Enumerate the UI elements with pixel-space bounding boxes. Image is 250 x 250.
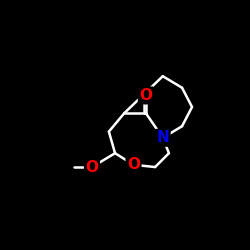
Text: O: O bbox=[127, 157, 140, 172]
Text: O: O bbox=[139, 88, 152, 103]
Text: O: O bbox=[86, 160, 98, 174]
Text: N: N bbox=[156, 130, 169, 145]
